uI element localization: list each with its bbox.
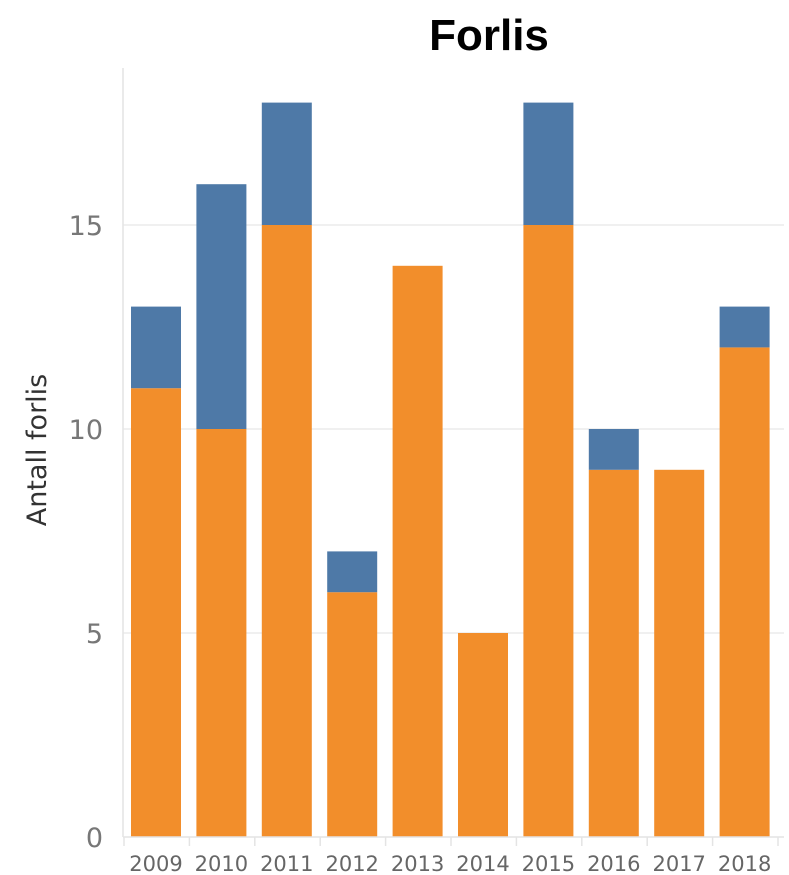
- x-tick-label: 2010: [195, 852, 248, 875]
- bar-segment-2011-1: [261, 225, 312, 837]
- bar-segment-2012-1: [327, 592, 378, 837]
- x-tick-label: 2012: [325, 852, 378, 875]
- chart-title: Forlis: [429, 11, 549, 60]
- bar-segment-2016-1: [588, 469, 639, 837]
- x-tick-label: 2014: [456, 852, 509, 875]
- bar-segment-2009-2: [131, 306, 181, 389]
- bar-segment-2011-2: [261, 102, 312, 225]
- x-tick-label: 2011: [260, 852, 313, 875]
- bar-segment-2009-1: [131, 388, 181, 837]
- bar-segment-2017-1: [654, 469, 705, 837]
- bar-segment-2010-1: [196, 429, 247, 837]
- x-tick-label: 2017: [652, 852, 705, 875]
- bars: [131, 102, 770, 837]
- y-axis-label: Antall forlis: [22, 374, 53, 527]
- axes: [122, 68, 784, 846]
- bar-segment-2018-2: [719, 306, 770, 348]
- bar-segment-2012-2: [327, 551, 378, 593]
- x-tick-label: 2013: [391, 852, 444, 875]
- bar-segment-2018-1: [719, 347, 770, 837]
- x-tick-label: 2018: [718, 852, 771, 875]
- x-axis-ticks: 2009 2010 2011 2012 2013 2014 2015 2016 2017 2018: [129, 852, 771, 875]
- y-tick-label: 5: [86, 619, 103, 650]
- bar-segment-2015-1: [523, 225, 574, 837]
- bar-segment-2015-2: [523, 102, 574, 225]
- y-tick-label: 0: [86, 823, 103, 854]
- bar-segment-2014-1: [458, 633, 508, 837]
- bar-segment-2010-2: [196, 184, 247, 429]
- x-tick-label: 2016: [587, 852, 640, 875]
- y-axis-ticks: 0 5 10 15: [69, 211, 103, 854]
- y-tick-label: 10: [69, 415, 103, 446]
- x-tick-label: 2015: [522, 852, 575, 875]
- bar-segment-2016-2: [588, 429, 639, 470]
- bar-segment-2013-1: [392, 265, 443, 837]
- y-tick-label: 15: [69, 211, 103, 242]
- x-tick-label: 2009: [129, 852, 182, 875]
